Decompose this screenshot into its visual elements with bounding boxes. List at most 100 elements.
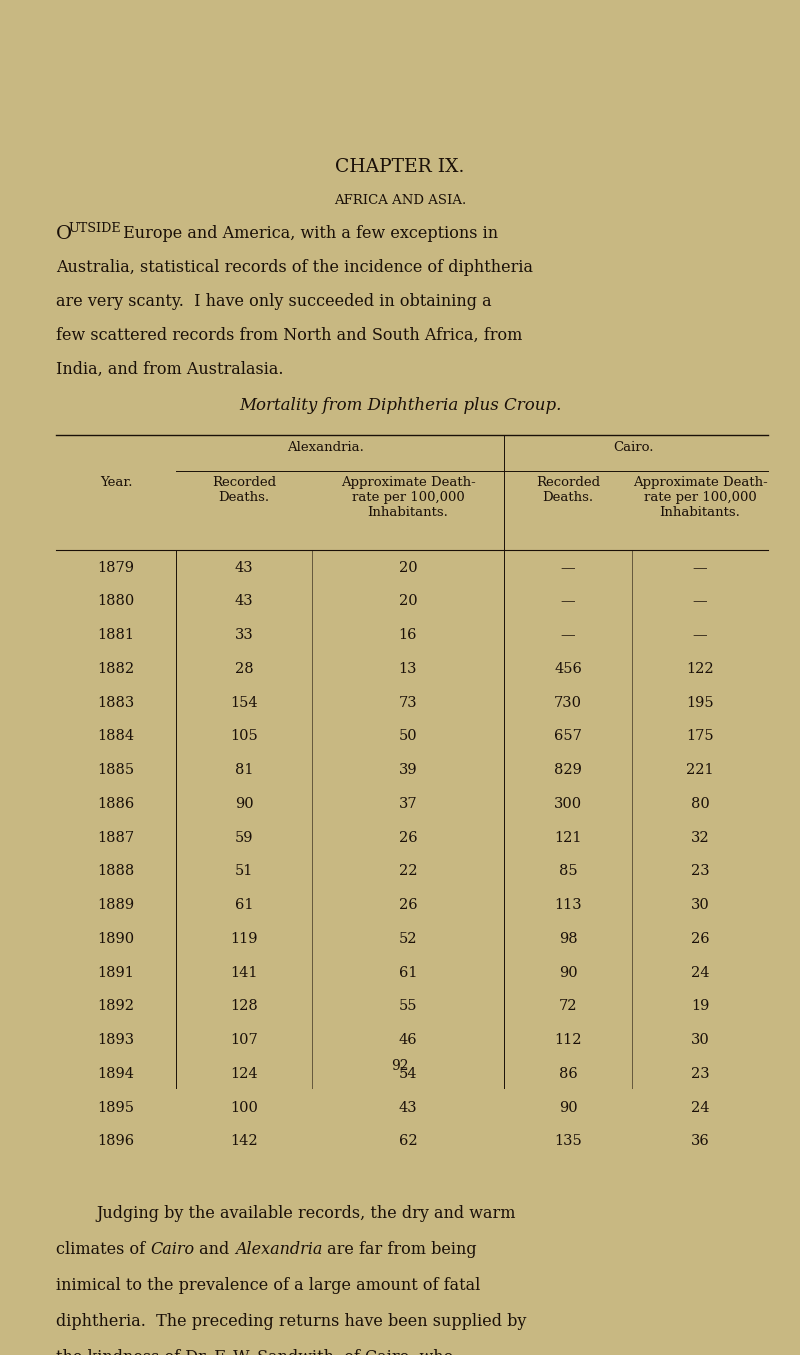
Text: 1885: 1885 <box>98 763 134 778</box>
Text: 1887: 1887 <box>98 831 134 844</box>
Text: Cairo.: Cairo. <box>614 440 654 454</box>
Text: 112: 112 <box>554 1033 582 1047</box>
Text: 1892: 1892 <box>98 1000 134 1014</box>
Text: Europe and America, with a few exceptions in: Europe and America, with a few exception… <box>118 225 498 243</box>
Text: 26: 26 <box>690 932 710 946</box>
Text: 50: 50 <box>398 729 418 744</box>
Text: 119: 119 <box>230 932 258 946</box>
Text: 52: 52 <box>398 932 418 946</box>
Text: 43: 43 <box>398 1100 418 1115</box>
Text: 19: 19 <box>691 1000 709 1014</box>
Text: 1879: 1879 <box>98 561 134 575</box>
Text: 90: 90 <box>234 797 254 810</box>
Text: 1893: 1893 <box>98 1033 134 1047</box>
Text: 221: 221 <box>686 763 714 778</box>
Text: 22: 22 <box>398 864 418 878</box>
Text: 100: 100 <box>230 1100 258 1115</box>
Text: 20: 20 <box>398 595 418 608</box>
Text: Mortality from Diphtheria plus Croup.: Mortality from Diphtheria plus Croup. <box>239 397 561 415</box>
Text: 1882: 1882 <box>98 661 134 676</box>
Text: 26: 26 <box>398 898 418 912</box>
Text: and: and <box>194 1241 234 1257</box>
Text: Recorded
Deaths.: Recorded Deaths. <box>536 476 600 504</box>
Text: Approximate Death-
rate per 100,000
Inhabitants.: Approximate Death- rate per 100,000 Inha… <box>633 476 767 519</box>
Text: are far from being: are far from being <box>322 1241 477 1257</box>
Text: 24: 24 <box>690 1100 710 1115</box>
Text: inimical to the prevalence of a large amount of fatal: inimical to the prevalence of a large am… <box>56 1276 480 1294</box>
Text: 59: 59 <box>234 831 254 844</box>
Text: 37: 37 <box>398 797 418 810</box>
Text: 1886: 1886 <box>98 797 134 810</box>
Text: Judging by the available records, the dry and warm: Judging by the available records, the dr… <box>96 1205 515 1222</box>
Text: —: — <box>693 561 707 575</box>
Text: CHAPTER IX.: CHAPTER IX. <box>335 157 465 176</box>
Text: 113: 113 <box>554 898 582 912</box>
Text: AFRICA AND ASIA.: AFRICA AND ASIA. <box>334 194 466 207</box>
Text: —: — <box>693 629 707 642</box>
Text: 61: 61 <box>234 898 254 912</box>
Text: 28: 28 <box>234 661 254 676</box>
Text: 1884: 1884 <box>98 729 134 744</box>
Text: 43: 43 <box>234 595 254 608</box>
Text: 1888: 1888 <box>98 864 134 878</box>
Text: 23: 23 <box>690 1066 710 1081</box>
Text: 1891: 1891 <box>98 966 134 980</box>
Text: 142: 142 <box>230 1134 258 1148</box>
Text: 36: 36 <box>690 1134 710 1148</box>
Text: 30: 30 <box>690 1033 710 1047</box>
Text: 86: 86 <box>558 1066 578 1081</box>
Text: 54: 54 <box>398 1066 418 1081</box>
Text: 122: 122 <box>686 661 714 676</box>
Text: 61: 61 <box>398 966 418 980</box>
Text: —: — <box>561 595 575 608</box>
Text: 730: 730 <box>554 695 582 710</box>
Text: 124: 124 <box>230 1066 258 1081</box>
Text: 829: 829 <box>554 763 582 778</box>
Text: 98: 98 <box>558 932 578 946</box>
Text: 92: 92 <box>391 1060 409 1073</box>
Text: 85: 85 <box>558 864 578 878</box>
Text: —: — <box>693 595 707 608</box>
Text: Recorded
Deaths.: Recorded Deaths. <box>212 476 276 504</box>
Text: 141: 141 <box>230 966 258 980</box>
Text: 55: 55 <box>398 1000 418 1014</box>
Text: 20: 20 <box>398 561 418 575</box>
Text: 24: 24 <box>690 966 710 980</box>
Text: 81: 81 <box>234 763 254 778</box>
Text: 1895: 1895 <box>98 1100 134 1115</box>
Text: 1896: 1896 <box>98 1134 134 1148</box>
Text: 657: 657 <box>554 729 582 744</box>
Text: UTSIDE: UTSIDE <box>68 222 121 234</box>
Text: Alexandria.: Alexandria. <box>287 440 365 454</box>
Text: 128: 128 <box>230 1000 258 1014</box>
Text: the kindness of Dr. F. W. Sandwith, of Cairo, who: the kindness of Dr. F. W. Sandwith, of C… <box>56 1348 454 1355</box>
Text: 51: 51 <box>235 864 253 878</box>
Text: 39: 39 <box>398 763 418 778</box>
Text: 1881: 1881 <box>98 629 134 642</box>
Text: 135: 135 <box>554 1134 582 1148</box>
Text: 195: 195 <box>686 695 714 710</box>
Text: 175: 175 <box>686 729 714 744</box>
Text: 1889: 1889 <box>98 898 134 912</box>
Text: 16: 16 <box>398 629 418 642</box>
Text: 1883: 1883 <box>98 695 134 710</box>
Text: —: — <box>561 561 575 575</box>
Text: 80: 80 <box>690 797 710 810</box>
Text: diphtheria.  The preceding returns have been supplied by: diphtheria. The preceding returns have b… <box>56 1313 526 1329</box>
Text: few scattered records from North and South Africa, from: few scattered records from North and Sou… <box>56 327 522 344</box>
Text: O: O <box>56 225 72 244</box>
Text: climates of: climates of <box>56 1241 150 1257</box>
Text: 1894: 1894 <box>98 1066 134 1081</box>
Text: 73: 73 <box>398 695 418 710</box>
Text: 72: 72 <box>558 1000 578 1014</box>
Text: 154: 154 <box>230 695 258 710</box>
Text: 62: 62 <box>398 1134 418 1148</box>
Text: 90: 90 <box>558 1100 578 1115</box>
Text: 121: 121 <box>554 831 582 844</box>
Text: 43: 43 <box>234 561 254 575</box>
Text: 33: 33 <box>234 629 254 642</box>
Text: 23: 23 <box>690 864 710 878</box>
Text: 46: 46 <box>398 1033 418 1047</box>
Text: Alexandria: Alexandria <box>234 1241 322 1257</box>
Text: 26: 26 <box>398 831 418 844</box>
